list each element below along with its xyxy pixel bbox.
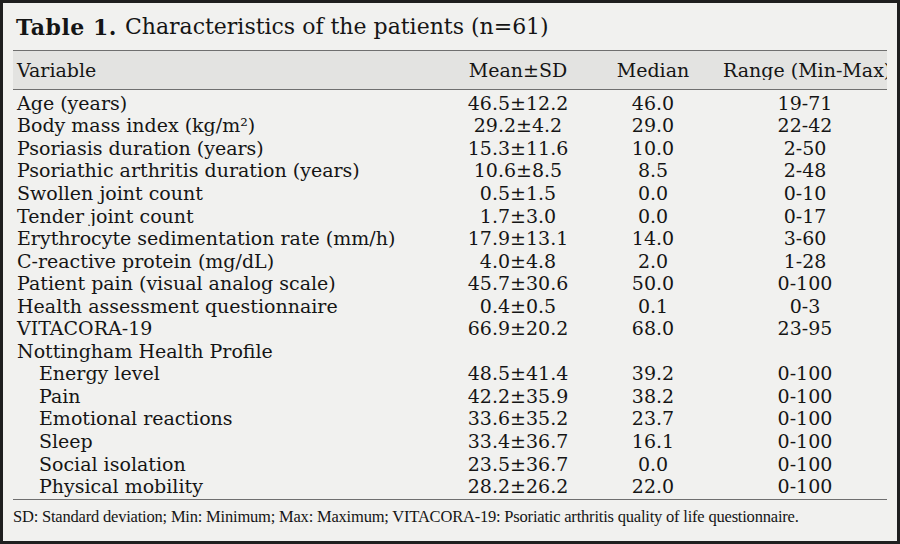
cell-range: 2-48 xyxy=(723,160,887,181)
cell-range: 22-42 xyxy=(723,115,887,136)
cell-variable: Physical mobility xyxy=(13,476,453,497)
cell-variable: Sleep xyxy=(13,431,453,452)
cell-range: 0-100 xyxy=(723,454,887,475)
cell-variable: Energy level xyxy=(13,363,453,384)
cell-median: 50.0 xyxy=(583,273,723,294)
cell-median: 68.0 xyxy=(583,318,723,339)
cell-variable: Psoriathic arthritis duration (years) xyxy=(13,160,453,181)
cell-mean-sd: 10.6±8.5 xyxy=(453,160,583,181)
cell-median: 0.1 xyxy=(583,296,723,317)
cell-variable: Erythrocyte sedimentation rate (mm/h) xyxy=(13,228,453,249)
cell-median: 0.0 xyxy=(583,454,723,475)
cell-variable: VITACORA-19 xyxy=(13,318,453,339)
cell-range: 23-95 xyxy=(723,318,887,339)
table-title-label: Table 1. xyxy=(16,14,117,40)
cell-variable: Health assessment questionnaire xyxy=(13,296,453,317)
cell-mean-sd: 17.9±13.1 xyxy=(453,228,583,249)
cell-variable: Tender joint count xyxy=(13,206,453,227)
cell-median: 14.0 xyxy=(583,228,723,249)
cell-range: 0-3 xyxy=(723,296,887,317)
table-header-row: Variable Mean±SD Median Range (Min-Max) xyxy=(13,50,887,90)
cell-median: 2.0 xyxy=(583,251,723,272)
cell-median: 29.0 xyxy=(583,115,723,136)
table-row: Energy level 48.5±41.4 39.2 0-100 xyxy=(13,363,887,386)
cell-median: 16.1 xyxy=(583,431,723,452)
table-row: Physical mobility 28.2±26.2 22.0 0-100 xyxy=(13,475,887,498)
cell-variable: Social isolation xyxy=(13,454,453,475)
table-title-text: Characteristics of the patients (n=61) xyxy=(125,14,549,39)
table-row: Emotional reactions 33.6±35.2 23.7 0-100 xyxy=(13,408,887,431)
cell-mean-sd: 4.0±4.8 xyxy=(453,251,583,272)
cell-median: 23.7 xyxy=(583,408,723,429)
cell-range: 0-100 xyxy=(723,408,887,429)
cell-variable: Swollen joint count xyxy=(13,183,453,204)
cell-range: 19-71 xyxy=(723,93,887,114)
cell-range: 0-10 xyxy=(723,183,887,204)
cell-mean-sd: 23.5±36.7 xyxy=(453,454,583,475)
cell-variable: Age (years) xyxy=(13,93,453,114)
table-row: Sleep 33.4±36.7 16.1 0-100 xyxy=(13,430,887,453)
cell-mean-sd: 0.4±0.5 xyxy=(453,296,583,317)
cell-mean-sd: 48.5±41.4 xyxy=(453,363,583,384)
cell-variable: Psoriasis duration (years) xyxy=(13,138,453,159)
table-row: Body mass index (kg/m²) 29.2±4.2 29.0 22… xyxy=(13,115,887,138)
cell-mean-sd: 28.2±26.2 xyxy=(453,476,583,497)
column-header-mean-sd: Mean±SD xyxy=(453,60,583,81)
cell-median: 22.0 xyxy=(583,476,723,497)
cell-variable: C-reactive protein (mg/dL) xyxy=(13,251,453,272)
cell-median: 46.0 xyxy=(583,93,723,114)
cell-mean-sd: 1.7±3.0 xyxy=(453,206,583,227)
table-row: Social isolation 23.5±36.7 0.0 0-100 xyxy=(13,453,887,476)
table-row: Tender joint count 1.7±3.0 0.0 0-17 xyxy=(13,205,887,228)
cell-range: 0-17 xyxy=(723,206,887,227)
table-row: Psoriasis duration (years) 15.3±11.6 10.… xyxy=(13,137,887,160)
column-header-range: Range (Min-Max) xyxy=(723,60,887,81)
cell-mean-sd: 45.7±30.6 xyxy=(453,273,583,294)
cell-median: 38.2 xyxy=(583,386,723,407)
cell-range: 1-28 xyxy=(723,251,887,272)
table-footnote: SD: Standard deviation; Min: Minimum; Ma… xyxy=(13,499,887,527)
cell-range: 2-50 xyxy=(723,138,887,159)
column-header-median: Median xyxy=(583,60,723,81)
cell-mean-sd: 33.4±36.7 xyxy=(453,431,583,452)
cell-mean-sd: 15.3±11.6 xyxy=(453,138,583,159)
table-row: C-reactive protein (mg/dL) 4.0±4.8 2.0 1… xyxy=(13,250,887,273)
table-row: Nottingham Health Profile xyxy=(13,340,887,363)
cell-range: 0-100 xyxy=(723,386,887,407)
cell-range: 3-60 xyxy=(723,228,887,249)
cell-median: 0.0 xyxy=(583,206,723,227)
cell-mean-sd: 0.5±1.5 xyxy=(453,183,583,204)
table-row: Pain 42.2±35.9 38.2 0-100 xyxy=(13,385,887,408)
cell-median: 8.5 xyxy=(583,160,723,181)
cell-range: 0-100 xyxy=(723,363,887,384)
cell-mean-sd: 66.9±20.2 xyxy=(453,318,583,339)
cell-variable: Emotional reactions xyxy=(13,408,453,429)
cell-mean-sd: 46.5±12.2 xyxy=(453,93,583,114)
table-row: Erythrocyte sedimentation rate (mm/h) 17… xyxy=(13,227,887,250)
cell-variable: Patient pain (visual analog scale) xyxy=(13,273,453,294)
table-1-panel: Table 1. Characteristics of the patients… xyxy=(0,0,900,544)
cell-range: 0-100 xyxy=(723,431,887,452)
cell-variable: Body mass index (kg/m²) xyxy=(13,115,453,136)
table-row: Age (years) 46.5±12.2 46.0 19-71 xyxy=(13,92,887,115)
table-body: Age (years) 46.5±12.2 46.0 19-71 Body ma… xyxy=(13,90,887,499)
cell-median: 0.0 xyxy=(583,183,723,204)
cell-median: 10.0 xyxy=(583,138,723,159)
cell-range: 0-100 xyxy=(723,273,887,294)
cell-mean-sd: 29.2±4.2 xyxy=(453,115,583,136)
table-row: Psoriathic arthritis duration (years) 10… xyxy=(13,160,887,183)
cell-mean-sd: 33.6±35.2 xyxy=(453,408,583,429)
cell-mean-sd: 42.2±35.9 xyxy=(453,386,583,407)
cell-variable: Nottingham Health Profile xyxy=(13,341,453,362)
table-row: VITACORA-19 66.9±20.2 68.0 23-95 xyxy=(13,317,887,340)
cell-median: 39.2 xyxy=(583,363,723,384)
table-row: Swollen joint count 0.5±1.5 0.0 0-10 xyxy=(13,182,887,205)
table-title: Table 1. Characteristics of the patients… xyxy=(13,3,887,50)
column-header-variable: Variable xyxy=(13,60,453,81)
cell-range: 0-100 xyxy=(723,476,887,497)
table-row: Health assessment questionnaire 0.4±0.5 … xyxy=(13,295,887,318)
table-row: Patient pain (visual analog scale) 45.7±… xyxy=(13,272,887,295)
cell-variable: Pain xyxy=(13,386,453,407)
